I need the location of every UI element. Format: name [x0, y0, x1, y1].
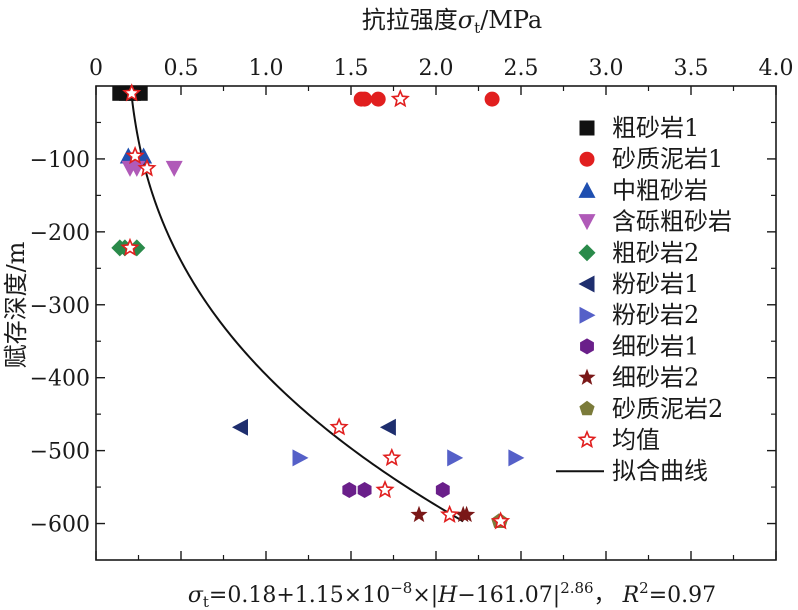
x-tick-label: 0	[89, 56, 103, 81]
x-tick-label: 3.0	[589, 56, 624, 81]
x-tick-label: 1.5	[334, 56, 369, 81]
data-point-series-11	[440, 504, 460, 523]
data-point-series-7	[447, 449, 464, 467]
legend-label-11: 均值	[612, 426, 660, 454]
legend-label-3: 中粗砂岩	[612, 176, 708, 204]
legend-label-6: 粉砂岩1	[612, 270, 699, 298]
data-point-series-11	[122, 83, 142, 102]
x-tick-label: 2.5	[504, 56, 539, 81]
data-point-series-8	[357, 481, 372, 498]
data-point-series-2	[357, 91, 373, 107]
legend-marker-1	[579, 120, 595, 136]
legend-label-2: 砂质泥岩1	[612, 145, 723, 173]
data-point-series-11	[382, 447, 402, 467]
data-point-series-6	[232, 418, 248, 436]
legend-label-7: 粉砂岩2	[612, 301, 699, 329]
legend-marker-8	[580, 338, 594, 355]
data-point-series-8	[435, 481, 450, 498]
data-point-series-4	[128, 160, 146, 177]
points-layer	[111, 83, 525, 530]
data-point-series-11	[125, 145, 145, 165]
legend-label-1: 粗砂岩1	[612, 114, 699, 142]
x-tick-label: 4.0	[759, 56, 794, 81]
legend-marker-5	[578, 244, 596, 262]
legend-marker-6	[578, 275, 595, 293]
fit-formula: σt=0.18+1.15×10−8×|H−161.07|2.86， R2=0.9…	[188, 579, 716, 610]
y-tick-label: −200	[30, 221, 90, 246]
x-axis-title: 抗拉强度σt/MPa	[362, 6, 542, 37]
legend-marker-9	[578, 368, 596, 385]
legend-marker-7	[579, 306, 596, 324]
x-tick-label: 1.0	[249, 56, 284, 81]
legend-label-10: 砂质泥岩2	[612, 395, 723, 423]
legend-marker-4	[578, 214, 596, 231]
ticks: 0 0.5 1.0 1.5 2.0 2.5 3.0 3.5 4.0 −100 −200 −300 −40…	[30, 56, 794, 560]
data-point-series-2	[370, 91, 386, 107]
data-point-series-9	[410, 505, 428, 523]
data-point-series-8	[342, 481, 357, 498]
data-point-series-11	[390, 89, 410, 108]
legend-marker-10	[579, 400, 595, 416]
y-tick-label: −500	[30, 440, 90, 465]
data-point-series-11	[120, 237, 140, 257]
data-point-series-6	[379, 418, 396, 436]
data-point-series-7	[508, 449, 525, 467]
y-tick-label: −400	[30, 367, 90, 392]
data-point-series-11	[375, 479, 395, 499]
legend-label-4: 含砾粗砂岩	[612, 208, 732, 236]
legend-marker-3	[578, 181, 596, 198]
y-tick-label: −300	[30, 294, 90, 319]
legend-marker-11	[577, 429, 597, 449]
data-point-series-7	[292, 449, 309, 467]
data-point-series-11	[329, 417, 349, 436]
x-tick-label: 2.0	[419, 56, 454, 81]
data-point-series-9	[458, 505, 476, 523]
fit-curve-layer	[130, 93, 464, 523]
y-axis-title: 赋存深度/m	[2, 241, 30, 368]
legend-label-8: 细砂岩1	[612, 332, 699, 360]
x-tick-label: 0.5	[164, 56, 199, 81]
legend-label-5: 粗砂岩2	[612, 239, 699, 267]
data-point-series-4	[165, 160, 183, 177]
data-point-series-2	[484, 91, 500, 107]
data-point-series-11	[137, 158, 157, 177]
data-point-series-11	[491, 511, 511, 530]
x-tick-label: 3.5	[674, 56, 709, 81]
y-tick-label: −600	[30, 513, 90, 538]
legend-marker-2	[579, 151, 595, 167]
fit-curve	[130, 93, 464, 523]
legend-label-9: 细砂岩2	[612, 364, 699, 392]
y-tick-label: −100	[30, 148, 90, 173]
legend-label-12: 拟合曲线	[612, 457, 708, 485]
